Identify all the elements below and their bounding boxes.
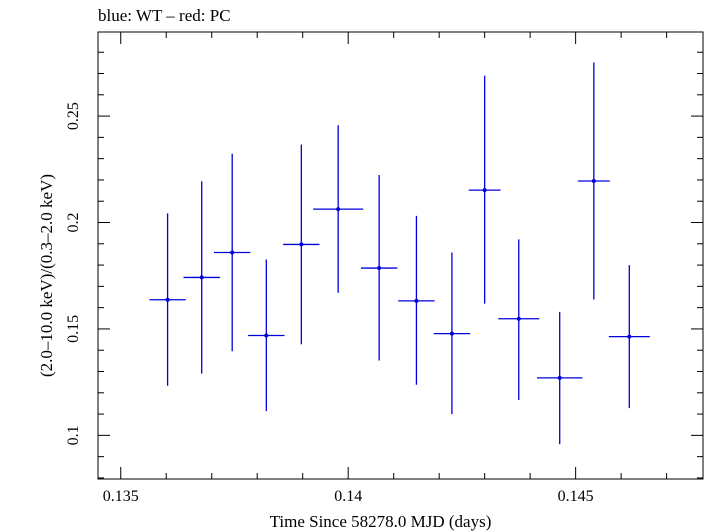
data-point	[149, 213, 186, 386]
point-marker	[482, 188, 487, 193]
point-marker	[557, 375, 562, 380]
data-point	[468, 75, 501, 304]
point-marker	[165, 297, 170, 302]
point-marker	[377, 266, 382, 271]
point-marker	[591, 179, 596, 183]
point-marker	[230, 250, 235, 255]
y-tick-label: 0.1	[65, 425, 82, 445]
y-axis-label: (2.0–10.0 keV)/(0.3–2.0 keV)	[37, 174, 56, 377]
y-tick-label: 0.25	[65, 102, 82, 130]
data-point	[398, 215, 435, 385]
data-point	[183, 181, 220, 374]
point-marker	[199, 275, 204, 280]
point-marker	[516, 316, 521, 321]
data-point	[536, 311, 583, 445]
data-point	[213, 153, 251, 352]
point-marker	[264, 333, 269, 338]
data-points	[149, 62, 650, 445]
x-tick-label: 0.14	[334, 488, 362, 505]
x-axis-label: Time Since 58278.0 MJD (days)	[270, 512, 492, 531]
axis-ticks: 0.135 0.14 0.145 0.1 0.15 0.2 0.25	[65, 32, 703, 505]
data-point	[433, 252, 471, 415]
data-point	[283, 144, 320, 345]
x-tick-label: 0.145	[558, 488, 594, 505]
y-tick-label: 0.2	[65, 213, 82, 233]
plot-frame	[97, 31, 704, 480]
point-marker	[299, 242, 304, 247]
chart-title: blue: WT – red: PC	[98, 6, 231, 25]
x-tick-label: 0.135	[103, 488, 139, 505]
point-marker	[627, 334, 632, 339]
data-point	[313, 125, 364, 293]
data-point	[498, 239, 540, 401]
data-point	[248, 259, 285, 412]
point-marker	[336, 207, 341, 212]
data-point	[608, 265, 650, 409]
data-point	[577, 62, 610, 300]
y-tick-label: 0.15	[65, 315, 82, 343]
point-marker	[414, 298, 419, 303]
data-point	[360, 175, 398, 361]
point-marker	[449, 331, 454, 336]
